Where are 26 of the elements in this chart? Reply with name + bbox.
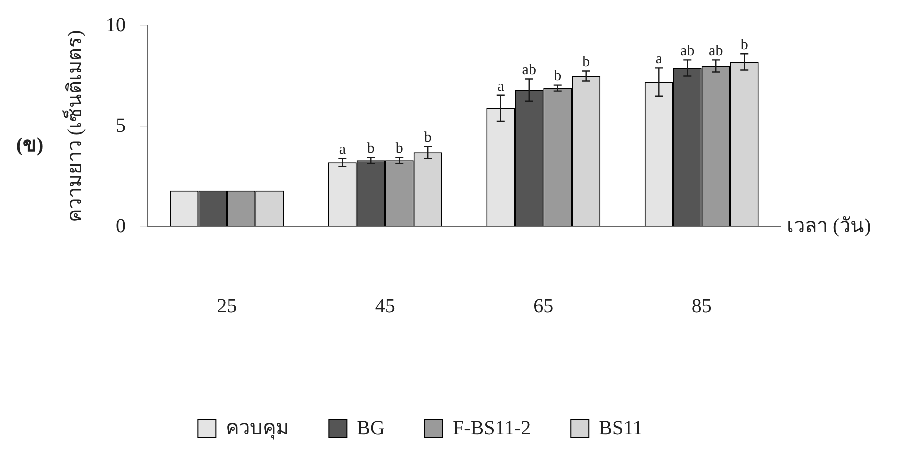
annotation: b (554, 68, 562, 85)
legend-label: BS11 (599, 417, 643, 440)
x-axis-title: เวลา (วัน) (787, 215, 872, 238)
x-tick-label: 85 (692, 295, 712, 318)
legend-label: ควบคุม (226, 417, 290, 440)
annotation: a (339, 142, 346, 158)
annotation: a (498, 78, 505, 95)
annotation: b (740, 38, 748, 54)
annotation: ab (709, 44, 724, 60)
legend-label: F-BS11-2 (452, 417, 532, 440)
legend-label: BG (357, 417, 385, 440)
annotation: b (367, 141, 375, 158)
annotation: b (396, 141, 404, 158)
text: (ข) (16, 134, 44, 157)
annotation: b (582, 54, 590, 71)
annotation: ab (522, 62, 536, 79)
annotation: b (424, 130, 432, 146)
annotation: a (656, 52, 663, 68)
x-tick-label: 65 (534, 295, 554, 318)
y-tick-label: 10 (106, 14, 126, 36)
y-tick-label: 0 (116, 215, 126, 238)
x-tick-label: 45 (375, 295, 396, 318)
y-tick-label: 5 (116, 114, 126, 137)
x-tick-label: 25 (217, 295, 238, 318)
annotation: ab (680, 44, 695, 60)
y-axis-title: ความยาว (เซ็นติเมตร) (61, 30, 86, 223)
